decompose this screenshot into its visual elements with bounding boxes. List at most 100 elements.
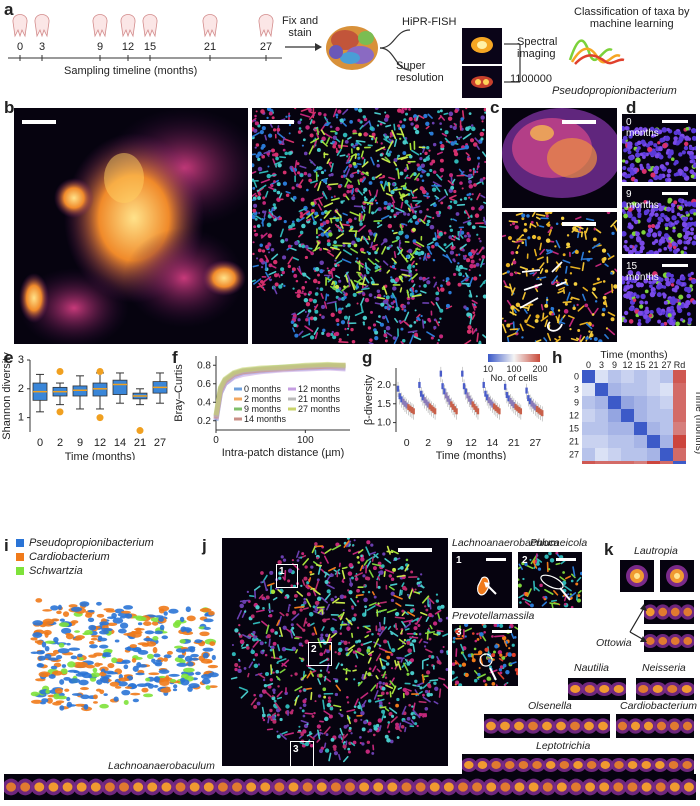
cell bbox=[394, 317, 399, 323]
segment bbox=[387, 782, 398, 792]
cell bbox=[569, 327, 572, 331]
cell bbox=[288, 227, 296, 231]
cell bbox=[635, 152, 641, 158]
cell bbox=[639, 304, 644, 309]
cell bbox=[374, 258, 380, 263]
segment bbox=[217, 782, 228, 792]
cell-3d bbox=[184, 655, 193, 662]
cell bbox=[376, 320, 382, 324]
cell bbox=[688, 236, 693, 241]
cell bbox=[562, 594, 565, 597]
cell bbox=[463, 305, 467, 309]
cell bbox=[445, 303, 451, 308]
cell-3d bbox=[131, 658, 137, 663]
cell bbox=[313, 327, 319, 336]
cell bbox=[311, 545, 317, 554]
cell bbox=[657, 319, 662, 324]
arrow-icon bbox=[519, 297, 539, 309]
cell-3d bbox=[68, 647, 81, 651]
cell bbox=[551, 312, 555, 316]
cell-3d bbox=[96, 601, 102, 606]
cell-3d bbox=[79, 687, 89, 691]
cell bbox=[301, 333, 311, 338]
cell bbox=[309, 133, 314, 138]
cell bbox=[447, 179, 454, 186]
timeline-tick-label: 21 bbox=[204, 41, 216, 53]
data-point bbox=[428, 403, 432, 410]
segment bbox=[652, 685, 663, 693]
cell bbox=[642, 155, 646, 159]
cell bbox=[323, 301, 328, 309]
cell bbox=[432, 142, 437, 147]
cell bbox=[308, 108, 312, 112]
cell bbox=[299, 706, 302, 710]
cell bbox=[581, 293, 586, 302]
cell bbox=[330, 269, 334, 279]
segment bbox=[586, 761, 597, 769]
cell bbox=[412, 264, 416, 268]
cell bbox=[484, 647, 489, 652]
cell bbox=[432, 170, 437, 174]
cell bbox=[356, 169, 360, 172]
cell bbox=[593, 337, 598, 342]
cell bbox=[370, 310, 374, 314]
cell bbox=[469, 263, 474, 269]
cell bbox=[638, 126, 643, 131]
cell bbox=[322, 247, 329, 251]
cell bbox=[416, 163, 420, 167]
cell bbox=[471, 328, 478, 335]
cell bbox=[290, 674, 293, 677]
cell bbox=[657, 141, 661, 145]
cell-3d bbox=[135, 672, 145, 676]
cell bbox=[562, 571, 565, 574]
cell bbox=[542, 596, 545, 599]
cell bbox=[258, 212, 261, 215]
cell bbox=[385, 691, 389, 695]
cell bbox=[476, 632, 479, 636]
x-tick-label: 100 bbox=[297, 435, 314, 446]
cell bbox=[453, 189, 457, 194]
cell-3d bbox=[163, 611, 168, 616]
cell bbox=[478, 340, 482, 344]
cell bbox=[399, 287, 403, 293]
timeline-tick-label: 3 bbox=[39, 41, 45, 53]
cell bbox=[304, 565, 308, 569]
k-image-cardiobacterium bbox=[616, 714, 694, 738]
cell bbox=[356, 257, 359, 260]
cell bbox=[330, 196, 333, 199]
cell bbox=[471, 225, 476, 230]
k-image-lautropia-1 bbox=[620, 560, 654, 592]
cell bbox=[622, 211, 626, 215]
segment bbox=[584, 685, 595, 693]
cell bbox=[457, 229, 462, 241]
cell bbox=[468, 184, 474, 189]
cell bbox=[383, 570, 386, 578]
cell bbox=[466, 258, 471, 263]
y-tick-label: 0.6 bbox=[197, 379, 211, 390]
cell bbox=[416, 178, 420, 182]
cell-3d bbox=[48, 674, 56, 679]
cell bbox=[312, 140, 318, 149]
cell bbox=[308, 577, 312, 583]
cell bbox=[635, 231, 640, 237]
cell bbox=[666, 127, 670, 132]
cell bbox=[471, 126, 476, 132]
cell bbox=[268, 211, 275, 220]
cell bbox=[439, 158, 444, 163]
cell bbox=[278, 634, 281, 638]
cell bbox=[316, 127, 320, 136]
cell bbox=[401, 582, 405, 587]
cell bbox=[391, 129, 397, 140]
cell bbox=[356, 152, 360, 156]
cell bbox=[360, 235, 364, 242]
cell bbox=[654, 239, 659, 244]
cell bbox=[302, 729, 307, 734]
cell bbox=[257, 673, 266, 679]
heatmap-cell bbox=[647, 448, 660, 461]
cell bbox=[462, 219, 472, 224]
cell bbox=[314, 241, 320, 252]
cell bbox=[263, 150, 272, 155]
cell bbox=[411, 149, 420, 156]
cell bbox=[252, 630, 256, 635]
cell bbox=[458, 272, 463, 277]
